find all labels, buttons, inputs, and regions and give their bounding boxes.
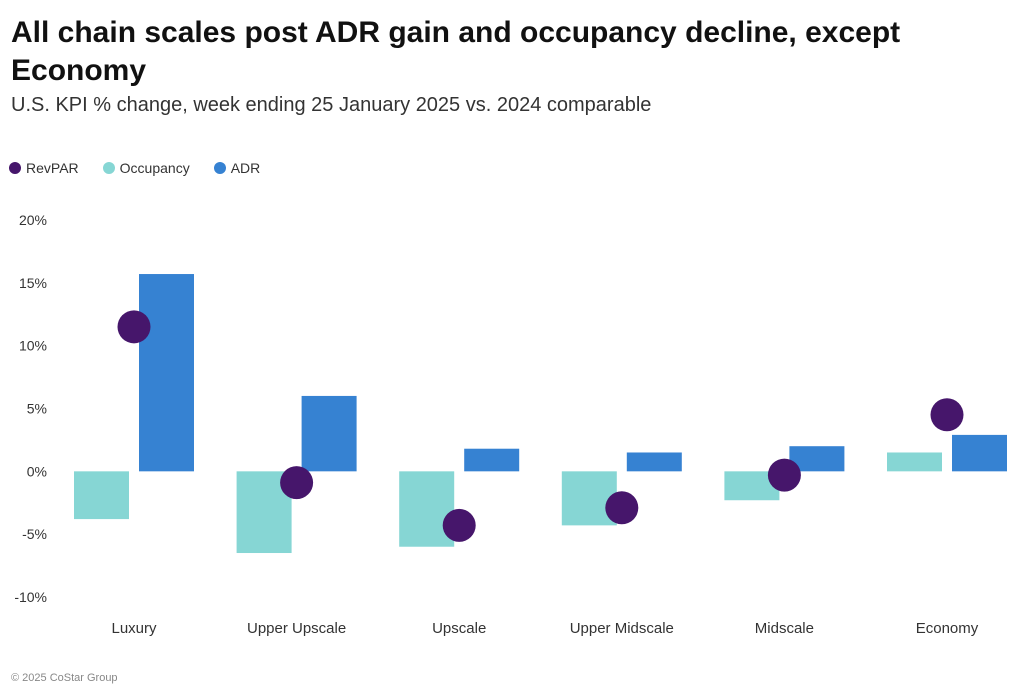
y-tick-label: 10% <box>19 338 47 354</box>
legend-label-adr: ADR <box>230 160 261 176</box>
revpar-dot <box>442 508 476 542</box>
revpar-dot <box>280 466 314 500</box>
category-label: Upscale <box>432 620 486 637</box>
legend-swatch-adr <box>213 162 226 174</box>
occupancy-bar <box>399 471 455 547</box>
legend-swatch-revpar <box>9 162 21 174</box>
legend-label-revpar: RevPAR <box>26 160 79 176</box>
legend-item-adr: ADR <box>213 160 261 176</box>
y-tick-label: -5% <box>22 526 47 542</box>
legend-item-revpar: RevPAR <box>9 160 79 176</box>
revpar-dot <box>605 491 639 525</box>
category-label: Economy <box>916 620 979 637</box>
category-label: Luxury <box>111 620 157 637</box>
adr-bar <box>139 274 194 472</box>
chart-subtitle: U.S. KPI % change, week ending 25 Januar… <box>11 94 652 116</box>
legend-swatch-occupancy <box>102 162 115 174</box>
category-label: Upper Upscale <box>247 620 346 637</box>
kpi-bar-chart: 20% 15% 10% 5% 0% -5% -10% Luxury Upper Upscale U… <box>14 212 1007 637</box>
copyright-footer: © 2025 CoStar Group <box>11 672 118 684</box>
y-tick-label: 0% <box>27 463 47 479</box>
occupancy-bar <box>74 471 129 520</box>
adr-bar <box>626 452 682 472</box>
y-tick-label: 5% <box>27 401 47 417</box>
chart-title: All chain scales post ADR gain and occup… <box>11 16 901 87</box>
adr-bar <box>464 448 520 472</box>
revpar-dot <box>930 398 964 432</box>
category-label: Upper Midscale <box>570 620 674 637</box>
y-tick-label: -10% <box>14 589 47 605</box>
adr-bar <box>301 395 357 472</box>
y-tick-label: 20% <box>19 212 47 228</box>
adr-bar <box>952 434 1007 472</box>
legend-label-occupancy: Occupancy <box>119 160 190 176</box>
y-tick-label: 15% <box>19 275 47 291</box>
chart-legend: RevPAR Occupancy ADR <box>9 158 284 178</box>
revpar-dot <box>117 310 151 344</box>
occupancy-bar <box>887 452 942 472</box>
revpar-dot <box>767 458 801 492</box>
legend-item-occupancy: Occupancy <box>102 160 190 176</box>
category-label: Midscale <box>755 620 814 637</box>
occupancy-bar <box>561 471 617 526</box>
